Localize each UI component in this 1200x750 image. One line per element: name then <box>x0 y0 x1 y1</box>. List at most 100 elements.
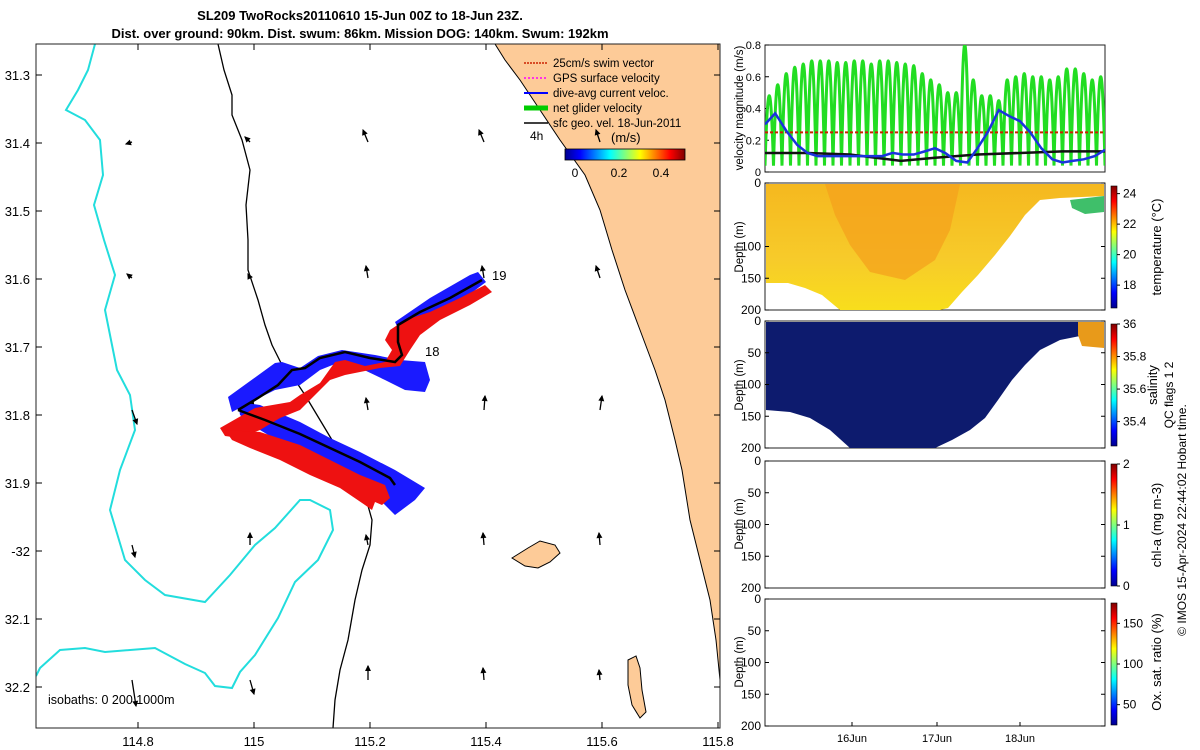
salinity-y-ticks: 0 50 100 150 200 <box>741 314 1105 455</box>
velocity-series <box>765 45 1105 166</box>
lat-tick-label: 31.9 <box>5 476 30 491</box>
oxygen-ylabel: Depth (m) <box>734 636 746 687</box>
depth-tick-label: 0 <box>754 314 761 328</box>
geo-velocity-arrowhead <box>480 531 487 539</box>
geostrophic-arrows <box>124 128 605 708</box>
lat-tick-label: 31.7 <box>5 340 30 355</box>
lon-tick-label: 115 <box>244 734 265 749</box>
lat-tick-label: 31.3 <box>5 68 30 83</box>
temperature-nearshore <box>1070 196 1104 214</box>
page-title: SL209 TwoRocks20110610 15-Jun 00Z to 18-… <box>197 8 523 23</box>
lon-tick-label: 115.2 <box>354 734 386 749</box>
temperature-panel: 0 100 150 200 Depth (m) 24 22 20 18 temperatur… <box>734 176 1164 317</box>
geo-velocity-arrowhead <box>480 666 487 674</box>
lat-tick-label: 31.4 <box>5 136 30 151</box>
colorbar-tick-label: 2 <box>1123 457 1130 471</box>
depth-tick-label: 50 <box>748 346 762 360</box>
isobath-1000m <box>36 44 335 690</box>
salinity-nearshore <box>1078 322 1104 348</box>
series-dive-avg-current <box>765 108 1105 164</box>
depth-tick-label: 150 <box>741 549 761 563</box>
temperature-ylabel: Depth (m) <box>734 221 746 272</box>
series-sfc-geo-velocity <box>765 150 1105 163</box>
day-label-19: 19 <box>492 268 506 283</box>
temperature-colorbar-ticks: 24 22 20 18 <box>1117 187 1137 292</box>
geo-velocity-arrowhead <box>363 264 370 272</box>
colorbar-tick-label: 150 <box>1123 616 1143 630</box>
geo-velocity-arrowhead <box>481 394 488 402</box>
velocity-tick-label: 0.2 <box>746 135 761 147</box>
series-net-glider-velocity <box>765 45 1105 166</box>
map-panel: 31.331.431.531.631.731.831.9-3232.132.2 … <box>5 43 734 749</box>
depth-tick-label: 150 <box>741 271 761 285</box>
page-subtitle: Dist. over ground: 90km. Dist. swum: 86k… <box>111 26 609 41</box>
colorbar-tick-label: 20 <box>1123 248 1137 262</box>
time-x-ticks: 16Jun 17Jun 18Jun <box>837 722 1035 745</box>
temperature-colorbar <box>1110 185 1118 309</box>
island-garden <box>627 655 647 719</box>
colorbar-tick-0: 0 <box>572 166 579 180</box>
lat-tick-label: -32 <box>11 544 30 559</box>
depth-tick-label: 200 <box>741 441 761 455</box>
geo-velocity-arrowhead <box>365 664 371 672</box>
day-label-18: 18 <box>425 344 439 359</box>
lat-tick-label: 31.5 <box>5 204 30 219</box>
time-series-panels: 0 0.2 0.4 0.6 0.8 velocity magnitude (m/s) 0… <box>734 40 1189 745</box>
colorbar-tick-label: 0 <box>1123 579 1130 593</box>
lon-tick-label: 115.6 <box>586 734 618 749</box>
salinity-section <box>766 322 1104 448</box>
salinity-ylabel: Depth (m) <box>734 359 746 410</box>
geo-velocity-arrowhead <box>247 531 253 539</box>
oxygen-panel: 0 50 100 150 200 16Jun 17Jun 18Jun Depth (m) 1… <box>734 592 1164 745</box>
velocity-y-ticks: 0 0.2 0.4 0.6 0.8 <box>746 40 769 179</box>
lon-tick-label: 114.8 <box>122 734 154 749</box>
colorbar-tick-label: 22 <box>1123 217 1137 231</box>
depth-tick-label: 50 <box>748 486 762 500</box>
time-tick-label: 17Jun <box>922 733 952 745</box>
colorbar-tick-label: 50 <box>1123 698 1137 712</box>
geo-velocity-arrowhead <box>247 272 253 280</box>
colorbar-tick-label: 35.8 <box>1123 350 1147 364</box>
colorbar-tick-label: 18 <box>1123 278 1137 292</box>
legend-gps-velocity: GPS surface velocity <box>553 73 660 85</box>
legend-net-velocity: net glider velocity <box>553 103 642 115</box>
geo-velocity-arrowhead <box>596 668 603 676</box>
depth-tick-label: 0 <box>754 592 761 606</box>
depth-tick-label: 0 <box>754 454 761 468</box>
oxygen-colorbar-ticks: 150 100 50 <box>1117 616 1143 712</box>
geo-velocity-arrowhead <box>478 128 484 136</box>
lat-tick-label: 32.1 <box>5 612 30 627</box>
net-track-line <box>237 278 483 486</box>
lon-tick-label: 115.8 <box>702 734 734 749</box>
lat-tick-label: 31.6 <box>5 272 30 287</box>
depth-tick-label: 100 <box>741 518 761 532</box>
geo-velocity-arrowhead <box>362 128 368 136</box>
geo-velocity-arrowhead <box>244 136 251 143</box>
velocity-ylabel: velocity magnitude (m/s) <box>734 46 746 171</box>
colorbar-tick-label: 36 <box>1123 317 1137 331</box>
depth-tick-label: 100 <box>741 656 761 670</box>
chla-ylabel: Depth (m) <box>734 498 746 549</box>
depth-tick-label: 150 <box>741 409 761 423</box>
time-tick-label: 18Jun <box>1005 733 1035 745</box>
geo-velocity-arrowhead <box>594 264 601 272</box>
time-tick-label: 16Jun <box>837 733 867 745</box>
colorbar-title: (m/s) <box>611 130 641 145</box>
legend-sfc-geo-vel: sfc geo. vel. 18-Jun-2011 <box>553 118 681 130</box>
island-rottnest <box>511 540 561 569</box>
temperature-y-ticks: 0 100 150 200 <box>741 176 1105 317</box>
map-legend: 25cm/s swim vector GPS surface velocity … <box>524 58 686 180</box>
geo-velocity-arrowhead <box>364 533 370 541</box>
salinity-panel: 0 50 100 150 200 Depth (m) 36 35.8 35.6 35.4 sa… <box>734 314 1176 455</box>
chla-colorbar <box>1110 463 1118 587</box>
geo-velocity-arrowhead <box>363 396 370 404</box>
depth-tick-label: 150 <box>741 687 761 701</box>
chla-panel: 0 50 100 150 200 Depth (m) 2 1 0 chl-a (mg m-3… <box>734 454 1164 595</box>
legend-dive-avg-current: dive-avg current veloc. <box>553 88 669 100</box>
qc-flags-label: QC flags 1 2 <box>1162 361 1176 428</box>
salinity-cb-label: salinity <box>1145 365 1160 405</box>
colorbar-tick-label: 35.6 <box>1123 382 1147 396</box>
chla-cb-label: chl-a (mg m-3) <box>1149 483 1164 568</box>
swim-vector-band <box>220 285 492 510</box>
speed-colorbar <box>564 148 686 161</box>
